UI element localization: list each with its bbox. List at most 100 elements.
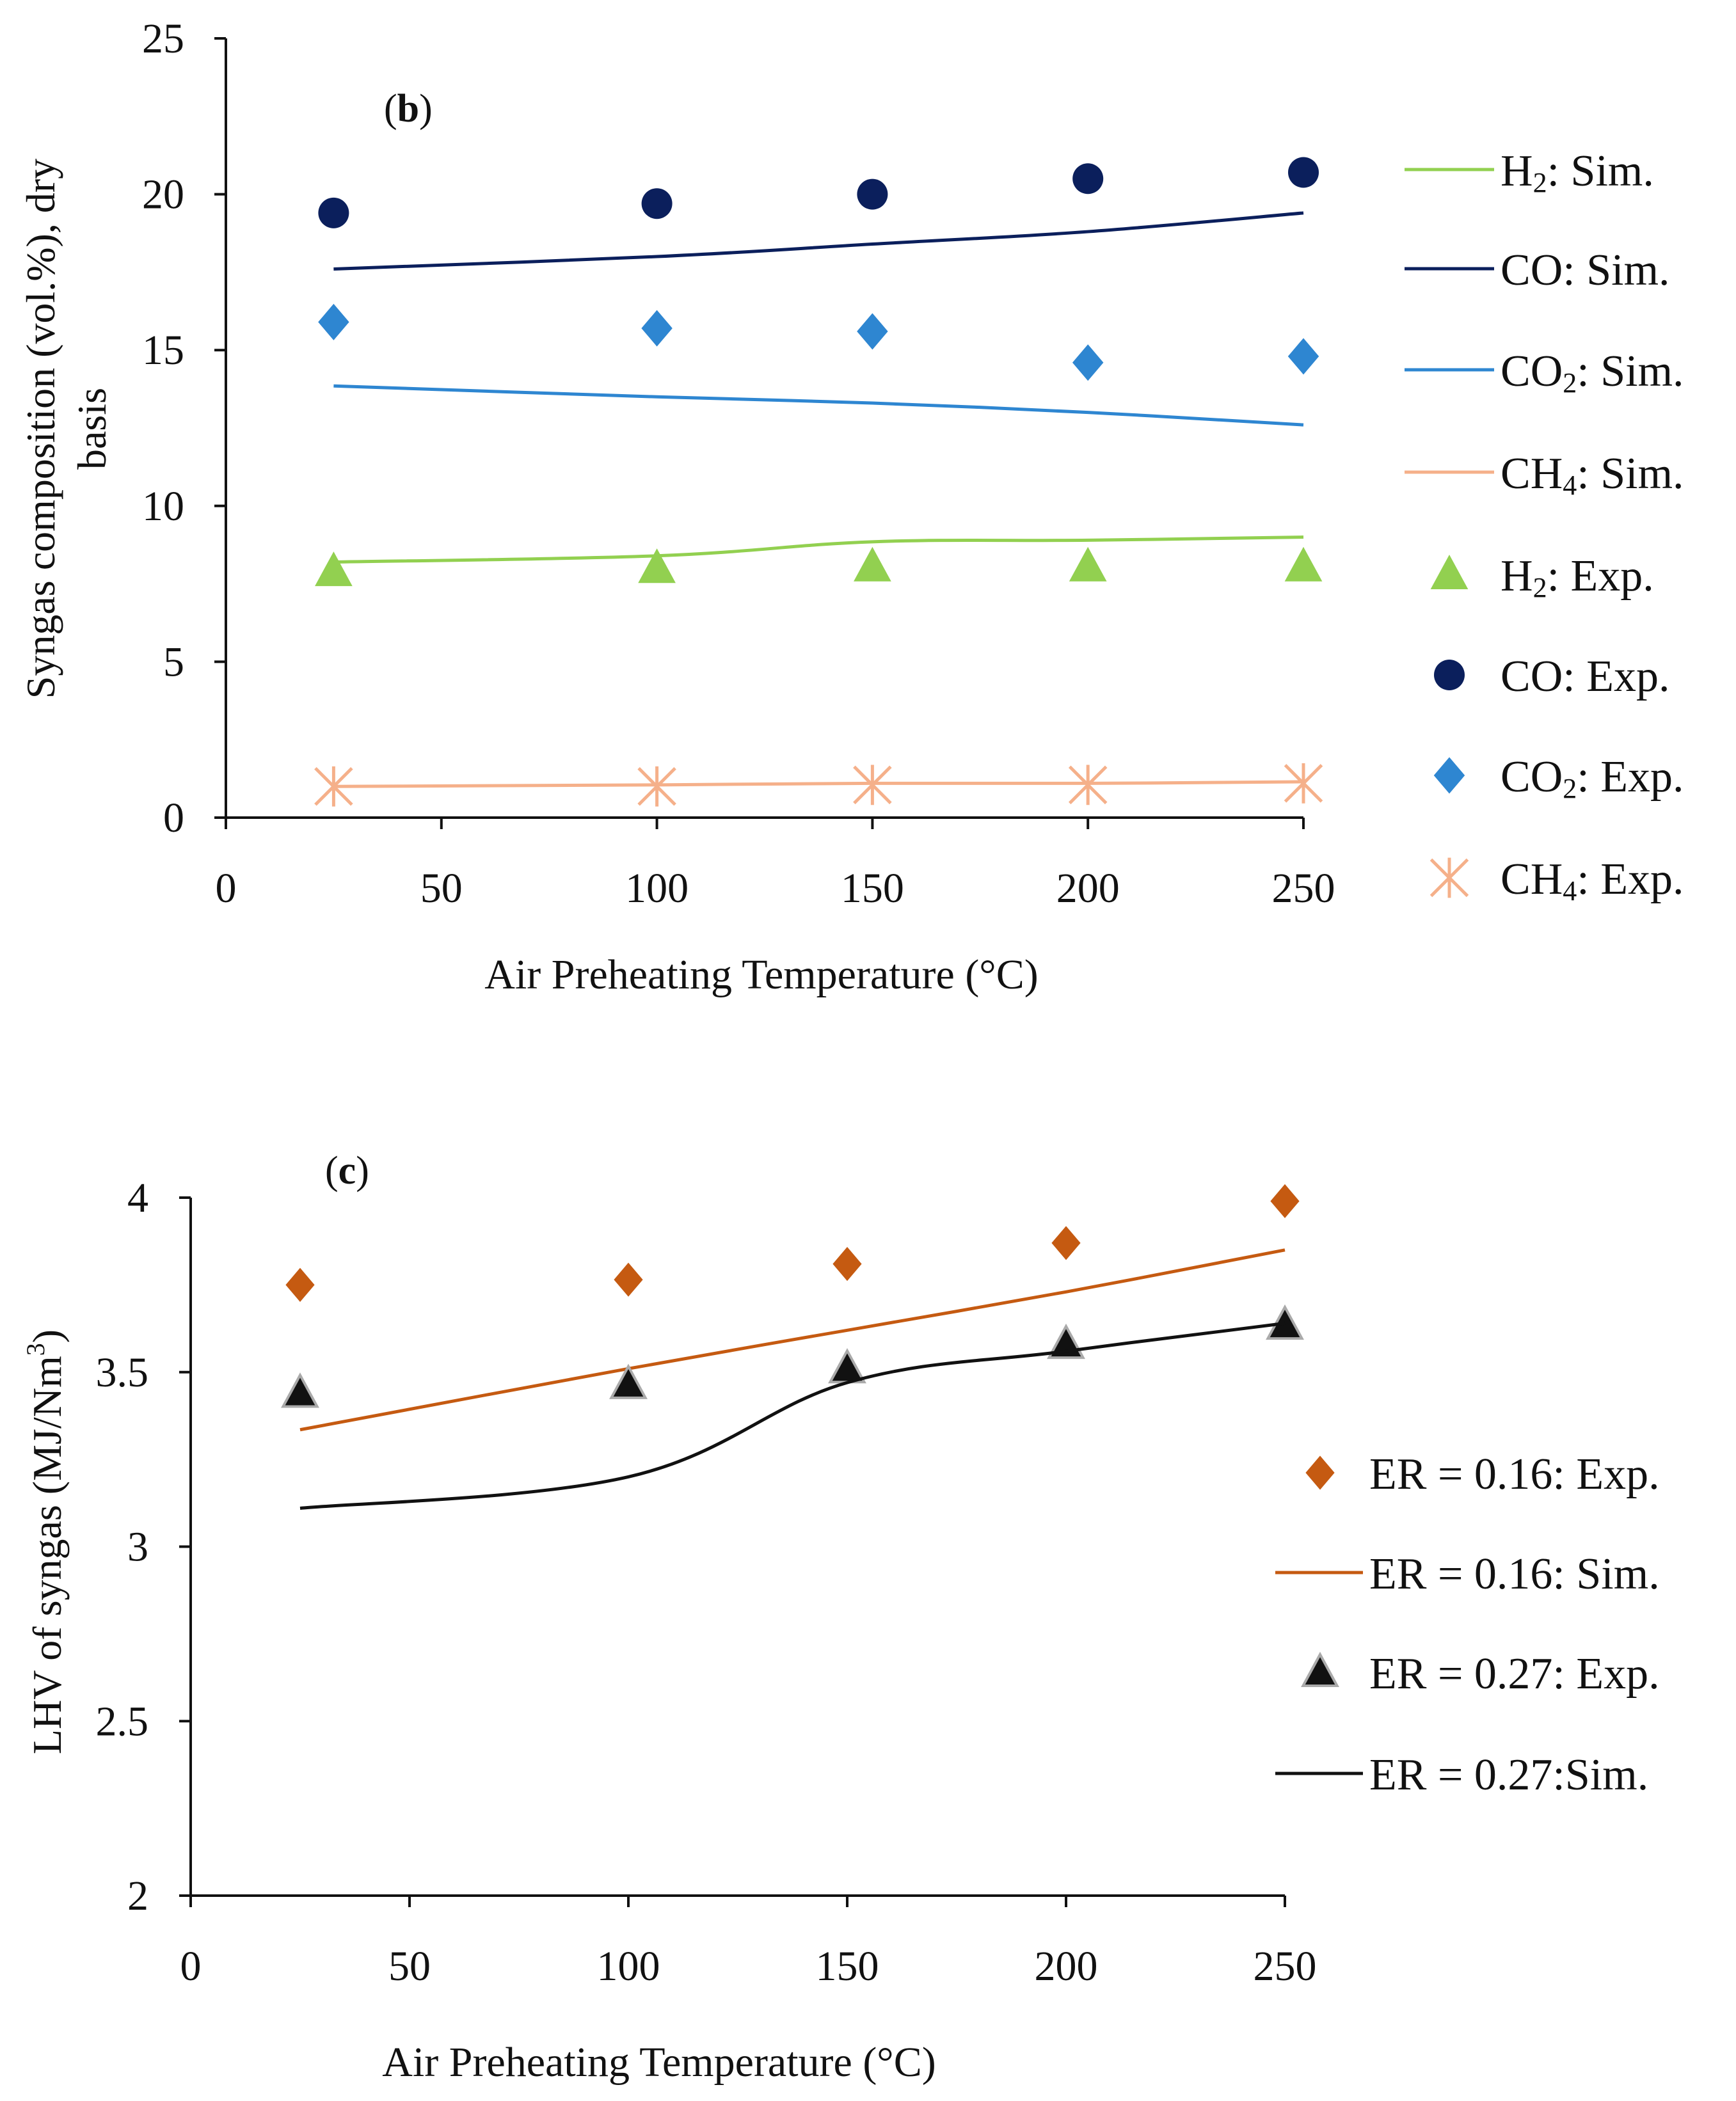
b-line-ch4sim	[333, 780, 1304, 788]
c-x-tick-label: 200	[1035, 1943, 1098, 1990]
b-legend-swatch-coexp	[1434, 660, 1465, 690]
c-point-er27exp	[828, 1348, 866, 1384]
b-legend-entry-co2sim: CO2: Sim.	[1405, 347, 1684, 399]
b-y-tick-label: 0	[163, 795, 184, 841]
c-line-er16sim	[299, 1248, 1286, 1432]
panel-b-series	[314, 157, 1323, 807]
c-legend-label-er16exp: ER = 0.16: Exp.	[1369, 1450, 1660, 1499]
b-y-tick-label: 20	[142, 171, 184, 218]
b-legend-label-h2exp: H2: Exp.	[1501, 551, 1654, 603]
c-y-tick-label: 3	[127, 1524, 148, 1571]
b-legend-label-ch4exp: CH4: Exp.	[1501, 855, 1684, 907]
panel-b-tick-labels: 0 50 100 150 200 250 0 5 10 15 20 25	[142, 15, 1335, 912]
b-y-tick-label: 10	[142, 483, 184, 530]
c-legend-entry-er16sim: ER = 0.16: Sim.	[1275, 1550, 1660, 1599]
c-legend-entry-er27exp: ER = 0.27: Exp.	[1301, 1649, 1660, 1699]
b-point-ch4exp	[853, 765, 892, 805]
b-point-h2exp	[1069, 546, 1107, 582]
panel-b-y-axis-title-line1: Syngas composition (vol.%), dry	[18, 159, 63, 699]
panel-b-chart: (b) 0 50 100 150 200 250 0 5 10 15 20 25 Air Prehea…	[18, 15, 1684, 998]
b-y-tick-label: 5	[163, 638, 184, 685]
c-point-er16exp	[1270, 1184, 1300, 1219]
b-point-ch4exp	[637, 766, 676, 807]
b-series-ch4sim	[333, 780, 1304, 788]
c-series-er16sim	[299, 1248, 1286, 1432]
b-point-h2exp	[638, 548, 676, 583]
c-legend-entry-er27sim: ER = 0.27:Sim.	[1275, 1750, 1648, 1800]
c-legend-swatch-er27exp	[1301, 1651, 1339, 1687]
b-point-co2exp	[1287, 338, 1319, 375]
b-x-tick-label: 200	[1056, 865, 1120, 912]
c-x-tick-label: 100	[597, 1943, 660, 1990]
b-point-ch4exp	[314, 766, 353, 807]
b-x-tick-label: 50	[420, 865, 463, 912]
panel-c-chart: (c) 0 50 100 150 200 250 2 2.5 3 3.5 4 Air Preheat…	[21, 1149, 1660, 2086]
c-x-tick-label: 50	[388, 1943, 431, 1990]
b-line-co2sim	[333, 384, 1304, 427]
c-series-er16exp	[285, 1184, 1300, 1302]
b-legend-label-ch4sim: CH4: Sim.	[1501, 449, 1684, 501]
b-point-h2exp	[854, 546, 891, 582]
b-legend-label-coexp: CO: Exp.	[1501, 652, 1669, 701]
c-x-tick-label: 0	[180, 1943, 202, 1990]
c-y-tick-label: 3.5	[96, 1349, 149, 1396]
c-legend-entry-er16exp: ER = 0.16: Exp.	[1305, 1450, 1660, 1499]
c-x-tick-label: 150	[816, 1943, 879, 1990]
b-legend-swatch-co2exp	[1433, 757, 1465, 794]
b-legend-label-co2exp: CO2: Exp.	[1501, 752, 1684, 804]
b-legend-entry-ch4exp: CH4: Exp.	[1429, 855, 1684, 907]
c-y-tick-label: 2	[127, 1873, 148, 1919]
b-x-tick-label: 100	[625, 865, 689, 912]
b-series-h2exp	[315, 546, 1323, 587]
c-y-tick-label: 2.5	[96, 1698, 149, 1745]
panel-c-legend: ER = 0.16: Exp. ER = 0.16: Sim. ER = 0.27:…	[1275, 1450, 1660, 1800]
b-legend-entry-cosim: CO: Sim.	[1405, 246, 1670, 295]
b-point-co2exp	[1072, 344, 1104, 381]
c-point-er16exp	[285, 1267, 315, 1302]
b-legend-entry-coexp: CO: Exp.	[1434, 652, 1669, 701]
b-series-h2sim	[333, 535, 1304, 564]
b-point-coexp	[318, 197, 349, 228]
panel-c-x-axis-title: Air Preheating Temperature (°C)	[382, 2039, 936, 2086]
c-legend-label-er16sim: ER = 0.16: Sim.	[1369, 1550, 1660, 1599]
b-point-h2exp	[1284, 546, 1323, 582]
b-legend-swatch-h2exp	[1430, 554, 1469, 589]
b-series-co2sim	[333, 384, 1304, 427]
panel-c-series	[281, 1184, 1304, 1510]
b-point-coexp	[1288, 157, 1319, 188]
panel-b-x-axis-title: Air Preheating Temperature (°C)	[484, 951, 1038, 998]
panel-b-axes	[214, 37, 1305, 829]
b-legend-label-co2sim: CO2: Sim.	[1501, 347, 1684, 399]
b-series-cosim	[333, 211, 1304, 271]
b-legend-entry-ch4sim: CH4: Sim.	[1405, 449, 1684, 501]
b-series-coexp	[318, 157, 1319, 228]
b-point-co2exp	[318, 303, 349, 340]
b-point-ch4exp	[1068, 765, 1108, 805]
b-legend-label-cosim: CO: Sim.	[1501, 246, 1670, 295]
b-point-h2exp	[315, 551, 353, 587]
b-point-co2exp	[641, 310, 673, 347]
b-line-h2sim	[333, 535, 1304, 564]
b-y-tick-label: 15	[142, 327, 184, 374]
b-series-ch4exp	[314, 763, 1323, 807]
c-line-er27sim	[299, 1321, 1286, 1510]
c-series-er27exp	[281, 1304, 1304, 1408]
c-point-er27exp	[281, 1372, 319, 1408]
panel-c-axes	[179, 1196, 1286, 1907]
b-point-ch4exp	[1284, 763, 1323, 804]
b-legend-entry-h2exp: H2: Exp.	[1430, 551, 1654, 603]
panel-b-label: (b)	[384, 87, 433, 131]
b-line-cosim	[333, 211, 1304, 271]
b-point-coexp	[641, 188, 673, 219]
panel-b-y-axis-title-line2: basis	[69, 388, 115, 470]
panel-c-tick-labels: 0 50 100 150 200 250 2 2.5 3 3.5 4	[96, 1175, 1317, 1990]
c-point-er16exp	[1051, 1226, 1081, 1260]
c-legend-label-er27exp: ER = 0.27: Exp.	[1369, 1649, 1660, 1699]
c-series-er27sim	[299, 1321, 1286, 1510]
b-legend-entry-co2exp: CO2: Exp.	[1433, 752, 1684, 804]
b-point-coexp	[857, 178, 888, 210]
c-x-tick-label: 250	[1254, 1943, 1317, 1990]
b-y-tick-label: 25	[142, 15, 184, 62]
c-legend-swatch-er16exp	[1305, 1455, 1335, 1490]
